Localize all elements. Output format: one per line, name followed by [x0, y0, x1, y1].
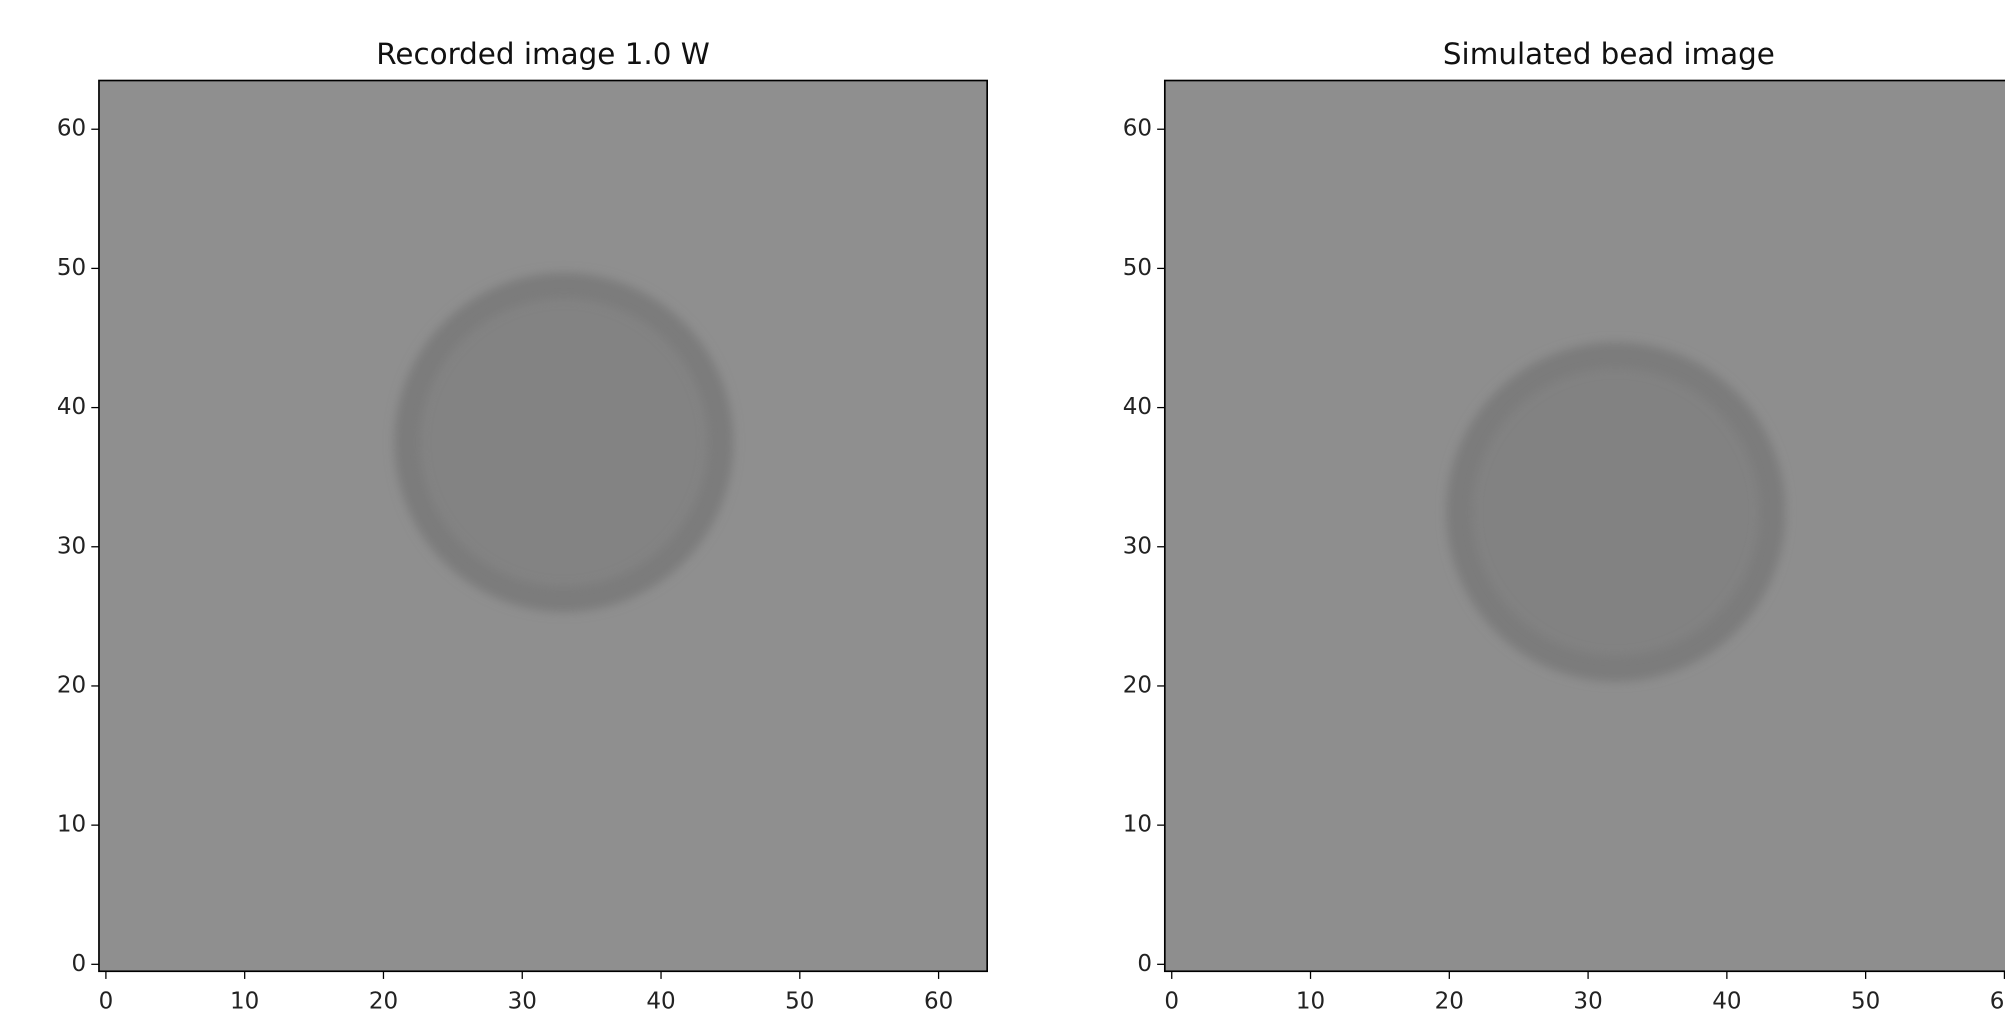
y-tick-label: 40: [1123, 394, 1152, 420]
y-tick-label: 0: [72, 951, 87, 977]
y-tick-label: 50: [57, 255, 86, 281]
x-tick-label: 60: [1990, 988, 2005, 1014]
bead-fill: [1459, 355, 1773, 669]
axes: Recorded image 1.0 W 0 10 20 30 40 50 60 0 10 20 30…: [57, 37, 988, 1014]
x-tick-label: 10: [230, 988, 259, 1014]
y-tick-label: 30: [1123, 533, 1152, 559]
x-tick-label: 40: [646, 988, 675, 1014]
x-tick-label: 30: [508, 988, 537, 1014]
y-tick-label: 50: [1123, 255, 1152, 281]
x-tick-label: 50: [1851, 988, 1880, 1014]
axes-title: Recorded image 1.0 W: [376, 37, 709, 71]
x-tick-label: 20: [369, 988, 398, 1014]
x-tick-label: 40: [1712, 988, 1741, 1014]
y-tick-label: 60: [1123, 116, 1152, 142]
y-tick-label: 40: [57, 394, 86, 420]
axes-frame: [1163, 79, 2005, 973]
bead-fill: [407, 285, 721, 600]
axes-frame: [98, 79, 988, 973]
x-tick-label: 30: [1573, 988, 1602, 1014]
y-tick-label: 20: [1123, 672, 1152, 698]
y-tick-label: 60: [57, 116, 86, 142]
x-tick-label: 60: [924, 988, 953, 1014]
axes-title: Simulated bead image: [1443, 37, 1775, 71]
image: [98, 80, 988, 972]
x-tick-label: 0: [99, 988, 114, 1014]
x-tick-label: 0: [1164, 988, 1179, 1014]
y-tick-label: 0: [1137, 951, 1152, 977]
bead-ring: [1446, 342, 1786, 682]
y-tick-label: 30: [57, 533, 86, 559]
image: [1164, 80, 2005, 972]
x-tick-label: 10: [1296, 988, 1325, 1014]
axes: Simulated bead image 0 10 20 30 40 50 60 0 10 20 30…: [1123, 37, 2005, 1014]
x-tick-label: 50: [785, 988, 814, 1014]
y-tick-label: 20: [57, 672, 86, 698]
y-tick-label: 10: [1123, 812, 1152, 838]
x-tick-label: 20: [1435, 988, 1464, 1014]
y-tick-label: 10: [57, 812, 86, 838]
bead-ring: [394, 272, 734, 612]
